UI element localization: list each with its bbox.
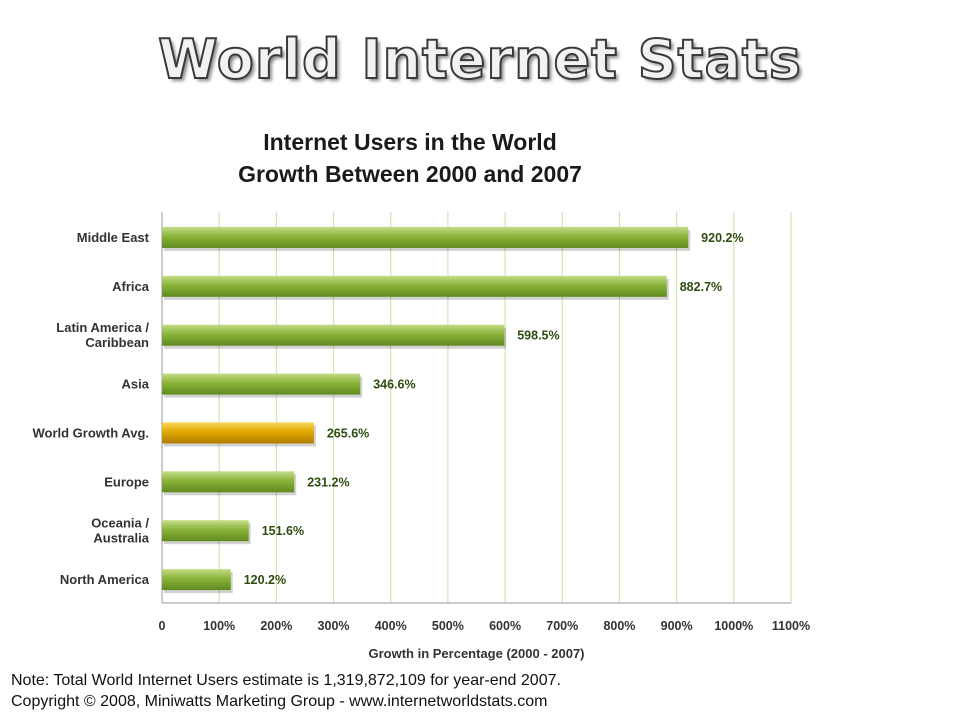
bar [162, 275, 667, 297]
x-tick-label: 600% [489, 619, 521, 633]
category-label: Oceania / [91, 516, 149, 531]
category-label: Middle East [77, 230, 150, 245]
category-label: Caribbean [85, 335, 149, 350]
plot-area [162, 212, 791, 603]
bar [162, 569, 231, 591]
chart-title: Internet Users in the World [263, 129, 557, 155]
data-label: 265.6% [327, 426, 369, 440]
x-tick-label: 1100% [772, 619, 810, 633]
x-axis-label: Growth in Percentage (2000 - 2007) [368, 646, 584, 661]
bar [162, 471, 295, 493]
footnote-copyright: Copyright © 2008, Miniwatts Marketing Gr… [11, 693, 548, 710]
x-tick-label: 800% [603, 619, 635, 633]
category-label: World Growth Avg. [32, 425, 149, 440]
x-tick-label: 400% [375, 619, 407, 633]
data-label: 882.7% [680, 280, 722, 294]
data-label: 346.6% [373, 378, 415, 392]
bar-highlight [162, 422, 314, 444]
bar [162, 226, 689, 248]
chart-subtitle: Growth Between 2000 and 2007 [238, 161, 582, 187]
data-label: 598.5% [517, 329, 559, 343]
x-tick-label: 700% [546, 619, 578, 633]
data-label: 231.2% [307, 475, 349, 489]
x-tick-label: 300% [318, 619, 350, 633]
x-tick-label: 900% [661, 619, 693, 633]
x-tick-label: 0 [159, 619, 166, 633]
category-label: Australia [93, 531, 149, 546]
category-label: North America [60, 572, 150, 587]
category-label: Asia [122, 377, 150, 392]
x-tick-label: 200% [260, 619, 292, 633]
slide-title: World Internet Stats [157, 27, 802, 92]
bar [162, 520, 249, 542]
x-tick-label: 500% [432, 619, 464, 633]
data-label: 920.2% [701, 231, 743, 245]
data-label: 151.6% [262, 524, 304, 538]
bar [162, 373, 361, 395]
category-label: Latin America / [56, 320, 149, 335]
category-label: Europe [104, 474, 149, 489]
bar [162, 324, 505, 346]
category-label: Africa [112, 279, 150, 294]
x-tick-label: 100% [203, 619, 235, 633]
x-tick-label: 1000% [714, 619, 753, 633]
data-label: 120.2% [244, 573, 286, 587]
footnote-note: Note: Total World Internet Users estimat… [11, 672, 561, 689]
